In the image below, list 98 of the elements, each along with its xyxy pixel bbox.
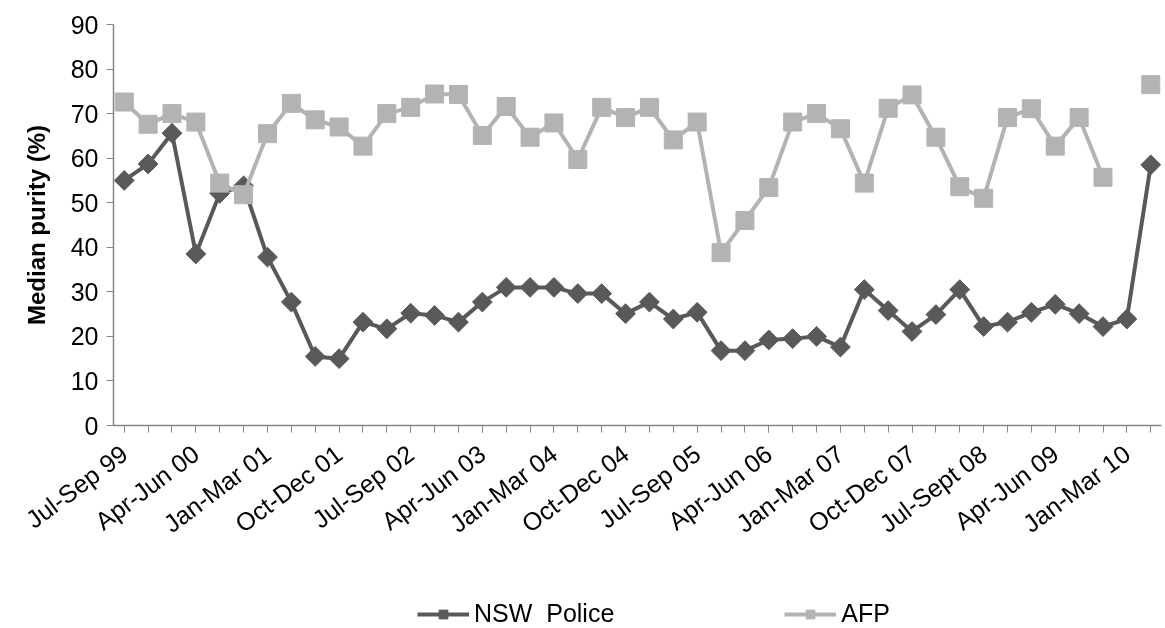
point [448, 311, 469, 333]
point [401, 97, 421, 117]
point [544, 113, 564, 133]
point [830, 336, 851, 358]
point [353, 136, 373, 156]
point [758, 329, 780, 351]
point [543, 276, 565, 298]
point [352, 311, 374, 333]
point [472, 125, 492, 145]
point [568, 150, 588, 169]
point [878, 98, 898, 118]
point [1045, 136, 1065, 156]
point [616, 108, 636, 128]
point [113, 170, 135, 191]
point [329, 117, 349, 137]
point [711, 243, 731, 263]
point [1116, 308, 1138, 330]
point [281, 93, 301, 113]
point [1092, 316, 1114, 337]
point [114, 92, 134, 112]
y-tick-label: 10 [70, 366, 99, 395]
point [1140, 154, 1162, 176]
point [1021, 301, 1042, 323]
point [328, 348, 350, 370]
point [998, 108, 1018, 128]
point [280, 291, 302, 313]
y-tick-label: 40 [70, 233, 99, 262]
point [735, 211, 755, 231]
point [974, 188, 994, 208]
y-tick-label: 0 [84, 411, 99, 440]
point [185, 243, 207, 265]
point [162, 104, 182, 124]
legend-label: AFP [841, 599, 890, 628]
point [257, 124, 277, 144]
point [926, 127, 946, 147]
point [137, 153, 159, 175]
point [662, 308, 684, 330]
point [902, 85, 922, 105]
y-tick-label: 20 [70, 322, 99, 351]
point [471, 291, 493, 313]
point [425, 84, 445, 104]
point [257, 246, 278, 268]
y-tick-label: 30 [70, 277, 99, 306]
point [161, 122, 183, 144]
y-tick-label: 50 [70, 188, 99, 217]
y-tick-label: 90 [70, 10, 99, 39]
point [186, 112, 206, 132]
point [806, 325, 827, 347]
point [210, 173, 230, 193]
point [400, 302, 422, 324]
point [592, 97, 612, 117]
point [734, 340, 756, 362]
point [304, 346, 326, 367]
point [853, 279, 875, 301]
point [901, 321, 923, 342]
point [495, 276, 517, 298]
point [686, 301, 708, 323]
point [925, 304, 947, 325]
point [519, 276, 541, 298]
point [424, 305, 445, 326]
point [1021, 99, 1041, 119]
point [687, 112, 707, 132]
y-tick-label: 80 [70, 55, 99, 84]
point [448, 84, 468, 104]
point [997, 311, 1018, 333]
y-tick-label: 70 [70, 99, 99, 128]
point [783, 112, 803, 132]
point [615, 303, 636, 325]
point [376, 318, 398, 340]
point [639, 97, 659, 117]
point [305, 110, 325, 130]
point [1093, 167, 1113, 187]
point [520, 127, 540, 147]
point [1044, 293, 1066, 315]
point [854, 173, 874, 193]
point [782, 328, 804, 350]
y-tick-label: 60 [70, 144, 99, 173]
point [949, 279, 971, 301]
point [496, 96, 516, 116]
point [591, 283, 613, 305]
point [1068, 303, 1090, 325]
point [639, 291, 660, 313]
point [567, 283, 589, 305]
y-axis-title: Median purity (%) [22, 124, 50, 325]
point [759, 178, 779, 198]
point [1069, 108, 1089, 128]
point [950, 177, 970, 197]
point [710, 340, 732, 362]
point [234, 185, 254, 205]
legend-label: NSW Police [474, 599, 615, 628]
point [830, 119, 850, 139]
point [377, 104, 397, 124]
point [973, 316, 995, 337]
point [138, 114, 158, 134]
point [877, 300, 899, 321]
point [663, 130, 683, 150]
point [807, 104, 827, 124]
point [1141, 75, 1161, 95]
